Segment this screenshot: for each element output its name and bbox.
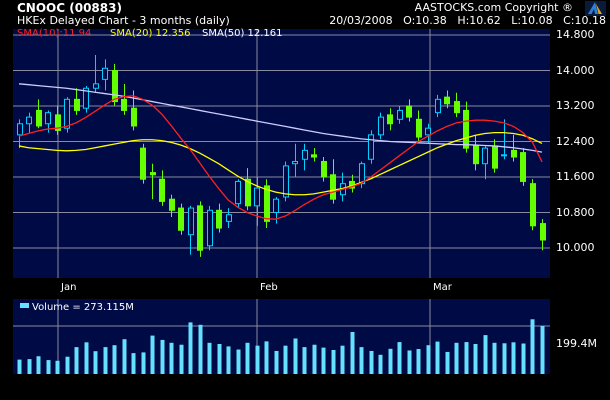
- quote-ohlc: 20/03/2008 O:10.38 H:10.62 L:10.08 C:10.…: [322, 14, 606, 27]
- legend-sma10: SMA(10):11.94: [17, 28, 92, 39]
- price-chart-panel[interactable]: [13, 29, 550, 278]
- price-chart-canvas: [13, 29, 550, 278]
- page-title: CNOOC (00883): [17, 1, 122, 15]
- month-axis-label-jan: Jan: [61, 282, 77, 293]
- price-axis-label: 12.400: [556, 134, 595, 148]
- sma-legend: SMA(10):11.94 SMA(20) 12.356 SMA(50) 12.…: [0, 28, 610, 39]
- volume-title-text: Volume = 273.115M: [32, 302, 134, 313]
- price-axis-label: 10.800: [556, 205, 595, 219]
- quote-open: O:10.38: [403, 14, 447, 27]
- aastocks-logo-icon: [585, 1, 606, 16]
- month-axis-label-mar: Mar: [433, 282, 452, 293]
- month-axis-label-feb: Feb: [260, 282, 278, 293]
- volume-chart-panel[interactable]: [13, 299, 550, 374]
- legend-sma50: SMA(50) 12.161: [202, 28, 283, 39]
- chart-subtitle: HKEx Delayed Chart - 3 months (daily): [17, 14, 230, 27]
- quote-date: 20/03/2008: [329, 14, 393, 27]
- legend-sma20: SMA(20) 12.356: [110, 28, 191, 39]
- quote-close: C:10.18: [563, 14, 606, 27]
- price-axis-label: 14.800: [556, 28, 595, 41]
- volume-title: Volume = 273.115M: [20, 302, 134, 313]
- volume-swatch-icon: [20, 303, 29, 308]
- volume-chart-canvas: [13, 299, 550, 374]
- volume-axis-label: 199.4M: [556, 337, 597, 350]
- quote-low: L:10.08: [511, 14, 553, 27]
- price-axis-label: 10.000: [556, 241, 595, 254]
- chart-header: CNOOC (00883) HKEx Delayed Chart - 3 mon…: [0, 0, 610, 28]
- price-axis-label: 13.200: [556, 99, 595, 112]
- month-axis: Jan Feb Mar: [0, 279, 610, 299]
- price-axis-label: 11.600: [556, 170, 595, 183]
- quote-high: H:10.62: [457, 14, 501, 27]
- copyright-text: AASTOCKS.com Copyright ®: [414, 1, 573, 14]
- price-axis-label: 14.000: [556, 63, 595, 77]
